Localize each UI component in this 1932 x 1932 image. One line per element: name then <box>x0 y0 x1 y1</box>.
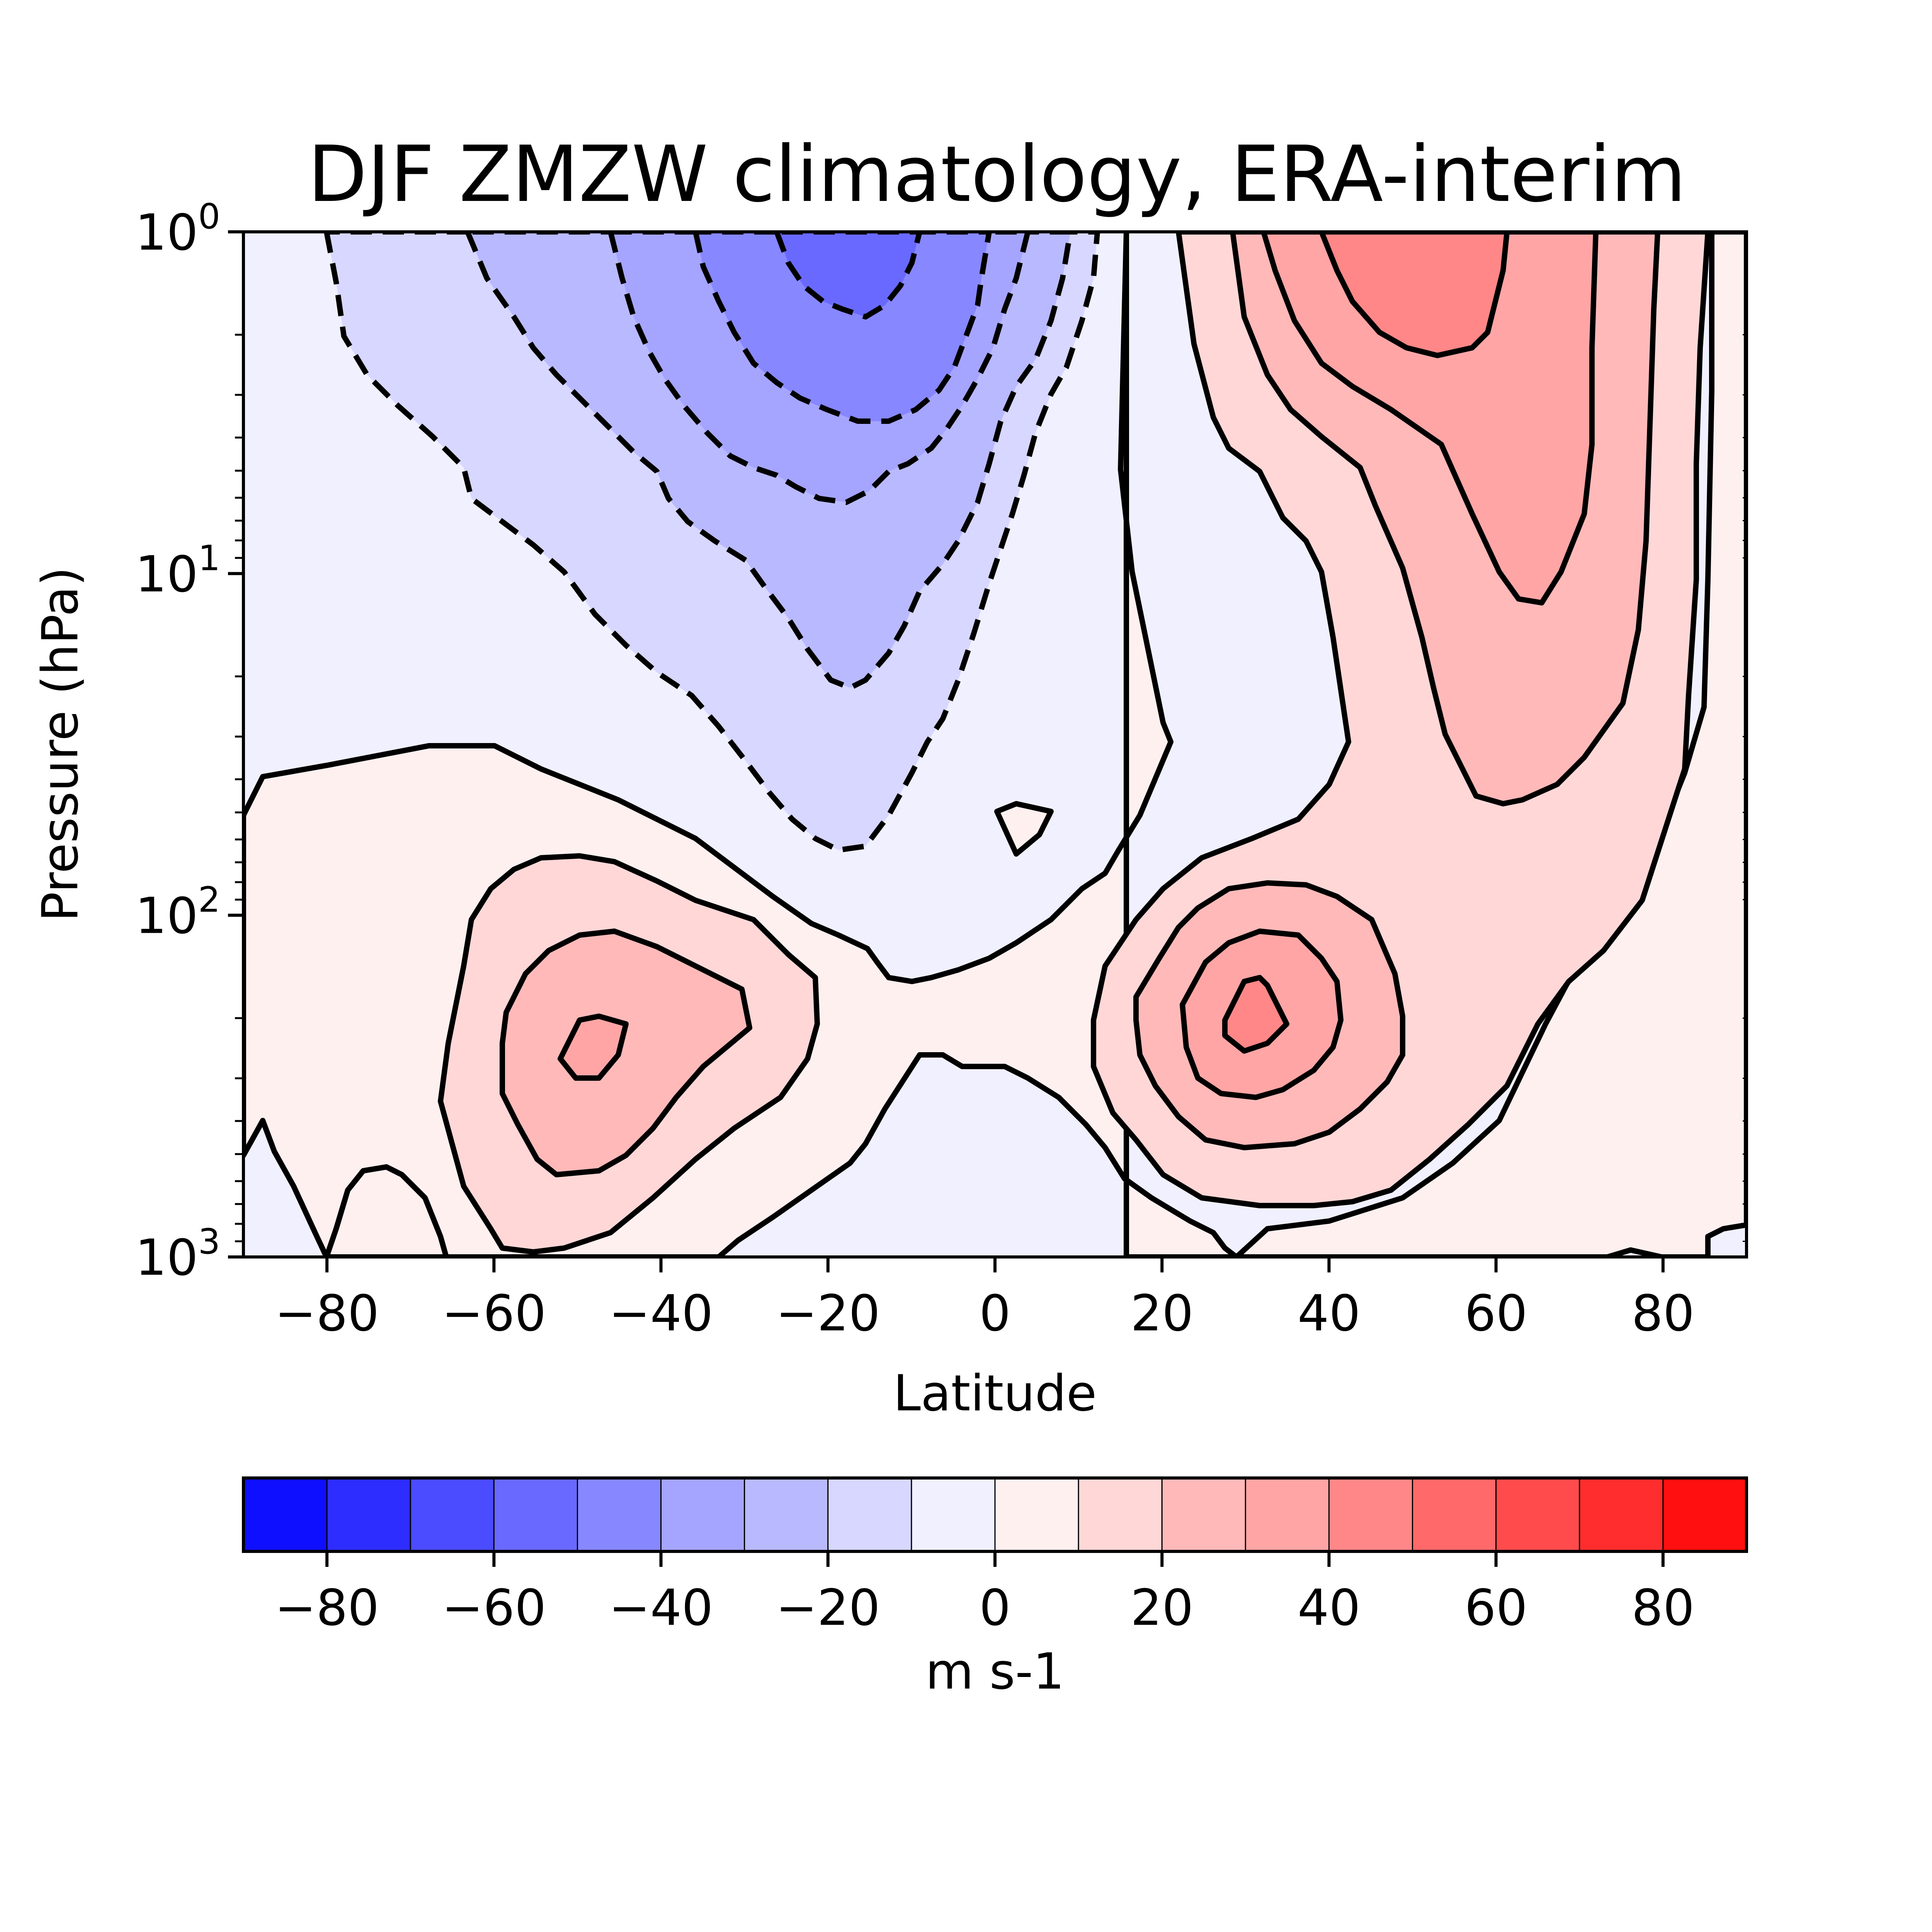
contour-fill-sh-jet-20 <box>500 929 752 1177</box>
y-tick-label: 103 <box>135 1221 220 1287</box>
colorbar-tick-label: 40 <box>1298 1579 1361 1637</box>
contour-nh-tropical-ring <box>994 801 1054 857</box>
contour-fill-nh-jet-40 <box>1222 975 1289 1054</box>
y-axis: 100 101 102 103 <box>135 196 1747 1287</box>
colorbar-swatch <box>827 1477 912 1552</box>
x-tick-label: −20 <box>776 1285 880 1342</box>
colorbar-swatch <box>1412 1477 1497 1552</box>
y-tick-label: 102 <box>135 880 220 945</box>
colorbar-swatch <box>1245 1477 1330 1552</box>
x-tick-label: −80 <box>275 1285 379 1342</box>
colorbar-tick-label: 0 <box>979 1579 1010 1637</box>
colorbar-swatch <box>577 1477 662 1552</box>
contour-fill-nh-30 <box>1261 232 1599 605</box>
colorbar-swatch <box>243 1477 328 1552</box>
colorbar-swatch <box>1161 1477 1246 1552</box>
colorbar-swatch <box>1662 1477 1747 1552</box>
x-tick-label: 60 <box>1464 1285 1527 1342</box>
colorbar-swatch <box>744 1477 829 1552</box>
y-axis-label: Pressure (hPa) <box>32 567 89 922</box>
colorbar-swatch <box>493 1477 578 1552</box>
colorbar-swatch <box>911 1477 996 1552</box>
y-tick-label: 100 <box>135 196 220 262</box>
colorbar-tick-label: −20 <box>776 1579 880 1637</box>
contour-fill-neg-40 <box>693 232 992 424</box>
colorbar-swatch <box>660 1477 745 1552</box>
x-tick-label: 20 <box>1131 1285 1194 1342</box>
colorbar-label: m s-1 <box>925 1643 1065 1701</box>
colorbar-swatch <box>326 1477 411 1552</box>
colorbar-tick-label: −60 <box>442 1579 546 1637</box>
colorbar-tick-label: 20 <box>1131 1579 1194 1637</box>
x-axis-label: Latitude <box>893 1365 1097 1422</box>
contour-fill-sh-jet-30 <box>558 1014 629 1081</box>
colorbar: −80 −60 −40 −20 0 20 40 60 80 <box>242 1476 1748 1637</box>
contour-sh-polar-surface <box>243 1118 329 1257</box>
x-tick-label: 80 <box>1631 1285 1694 1342</box>
x-tick-label: 40 <box>1298 1285 1361 1342</box>
colorbar-swatch <box>410 1477 495 1552</box>
colorbar-swatch <box>1579 1477 1664 1552</box>
y-tick-label: 101 <box>135 538 220 603</box>
x-axis: −80 −60 −40 −20 0 20 40 60 80 <box>275 1257 1694 1342</box>
chart-title: DJF ZMZW climatology, ERA-interim <box>308 129 1686 219</box>
x-tick-label: 0 <box>979 1285 1010 1342</box>
colorbar-swatch <box>1078 1477 1163 1552</box>
x-tick-label: −60 <box>442 1285 546 1342</box>
colorbar-swatch <box>1328 1477 1413 1552</box>
colorbar-tick-label: −80 <box>275 1579 379 1637</box>
contour-sh-60-surface <box>324 1164 449 1257</box>
colorbar-swatch <box>994 1477 1079 1552</box>
colorbar-tick-label: −40 <box>609 1579 713 1637</box>
plot-area <box>242 230 1748 1259</box>
x-tick-label: −40 <box>609 1285 713 1342</box>
contour-fill-neg-50 <box>774 232 922 320</box>
colorbar-tick-label: 60 <box>1464 1579 1527 1637</box>
contour-fill-nh-40 <box>1319 232 1510 358</box>
colorbar-tick-label: 80 <box>1631 1579 1694 1637</box>
colorbar-swatch <box>1495 1477 1580 1552</box>
